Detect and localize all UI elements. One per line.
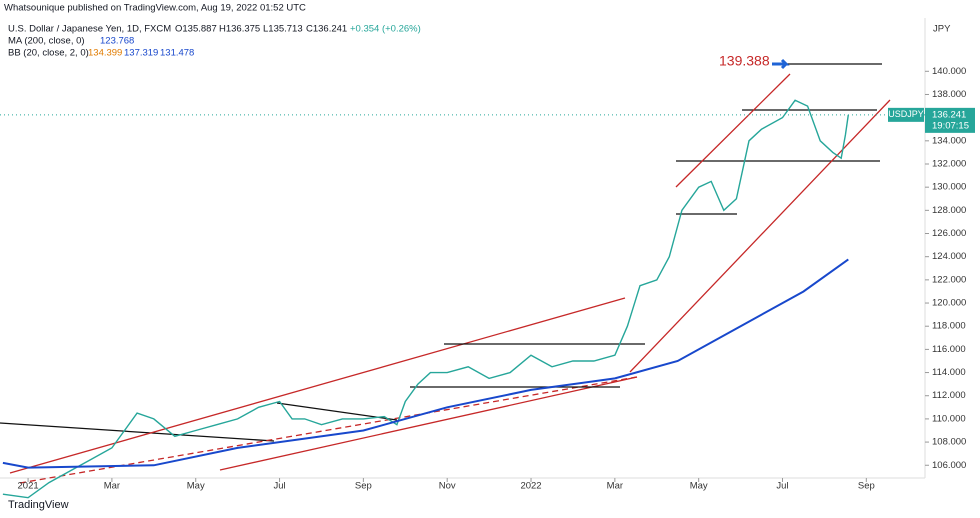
x-tick-label: Jul xyxy=(776,481,788,492)
channel xyxy=(629,99,891,373)
x-tick-label: Mar xyxy=(104,481,120,492)
brand: TradingView xyxy=(8,499,69,511)
y-tick-label: 112.000 xyxy=(932,390,966,401)
y-tick-label: 124.000 xyxy=(932,251,966,262)
y-tick-label: 132.000 xyxy=(932,159,966,170)
arrow xyxy=(772,58,790,70)
y-tick-label: 110.000 xyxy=(932,413,966,424)
low: L135.713 xyxy=(263,24,303,35)
y-tick-label: 108.000 xyxy=(932,437,966,448)
x-tick-label: Nov xyxy=(439,481,456,492)
bb-upper: 137.319 xyxy=(124,48,158,59)
channel-upper xyxy=(9,297,626,474)
y-tick-label: 140.000 xyxy=(932,66,966,77)
bb-basis: 134.399 xyxy=(88,48,122,59)
x-tick-label: Sep xyxy=(355,481,372,492)
bb-lower: 131.478 xyxy=(160,48,194,59)
y-tick-label: 118.000 xyxy=(932,321,966,332)
symbol-tag-label: USDJPY xyxy=(888,109,924,119)
currency: JPY xyxy=(933,24,951,35)
y-tick-label: 126.000 xyxy=(932,228,966,239)
y-tick-label: 122.000 xyxy=(932,274,966,285)
symbol: U.S. Dollar / Japanese Yen, 1D, FXCM xyxy=(8,24,171,35)
y-tick-label: 120.000 xyxy=(932,298,966,309)
x-tick-label: 2021 xyxy=(18,481,39,492)
x-tick-label: 2022 xyxy=(520,481,541,492)
series-line xyxy=(2,258,849,469)
x-tick-label: Mar xyxy=(607,481,623,492)
bb-label: BB (20, close, 2, 0) xyxy=(8,48,89,59)
x-tick-label: Jul xyxy=(273,481,285,492)
y-tick-label: 128.000 xyxy=(932,205,966,216)
x-tick-label: May xyxy=(690,481,708,492)
open: O135.887 xyxy=(175,24,217,35)
published: Whatsounique published on TradingView.co… xyxy=(4,3,306,14)
high: H136.375 xyxy=(219,24,260,35)
annotation: 139.388 xyxy=(719,53,770,69)
y-tick-label: 114.000 xyxy=(932,367,966,378)
price-tag-label: 136.241 xyxy=(932,109,966,120)
price-tag xyxy=(925,107,975,133)
symbol-tag xyxy=(888,107,924,122)
countdown-label: 19:07:15 xyxy=(932,120,969,131)
change: +0.354 (+0.26%) xyxy=(350,24,421,35)
ma-value: 123.768 xyxy=(100,36,134,47)
trendline xyxy=(0,422,275,442)
drawings xyxy=(0,58,891,484)
y-tick-label: 106.000 xyxy=(932,460,966,471)
y-tick-label: 130.000 xyxy=(932,182,966,193)
x-tick-label: Sep xyxy=(858,481,875,492)
channel-lower xyxy=(219,376,638,471)
channel xyxy=(675,73,791,188)
x-tick-label: May xyxy=(187,481,205,492)
series-line xyxy=(2,99,849,499)
y-tick-label: 134.000 xyxy=(932,135,966,146)
y-tick-label: 138.000 xyxy=(932,89,966,100)
ma-label: MA (200, close, 0) xyxy=(8,36,85,47)
close: C136.241 xyxy=(306,24,347,35)
y-tick-label: 116.000 xyxy=(932,344,966,355)
